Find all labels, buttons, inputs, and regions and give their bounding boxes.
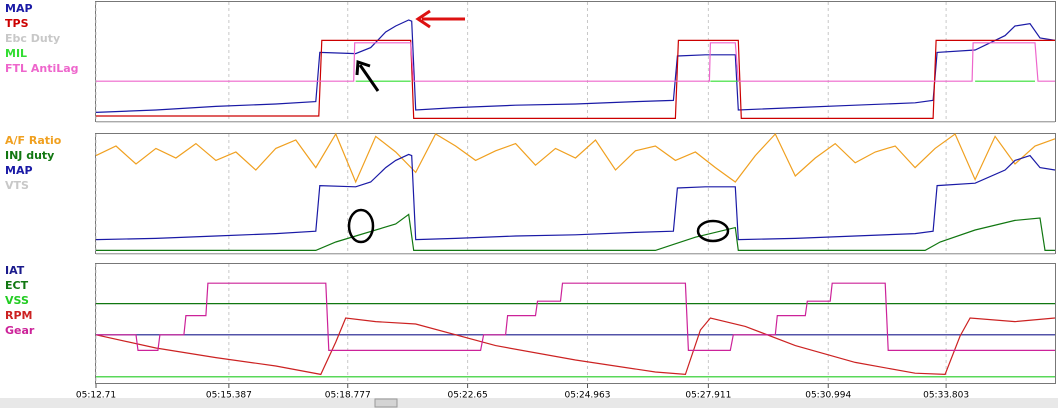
black-arrow bbox=[358, 64, 380, 92]
trace bbox=[96, 213, 1055, 251]
legend-entry: Gear bbox=[5, 324, 35, 337]
legend-entry: INJ duty bbox=[5, 149, 54, 162]
legend-entry: RPM bbox=[5, 309, 32, 322]
trace bbox=[96, 282, 1055, 351]
legend-entry: FTL AntiLag bbox=[5, 62, 79, 75]
legend-entry: VSS bbox=[5, 294, 29, 307]
legend-entry: Ebc Duty bbox=[5, 32, 60, 45]
trace bbox=[95, 317, 1056, 376]
x-tick-label: 05:33.803 bbox=[923, 391, 969, 401]
black-arrow-head bbox=[355, 59, 371, 76]
legend-entry: TPS bbox=[5, 17, 29, 30]
x-tick-label: 05:12.71 bbox=[76, 391, 116, 401]
annotations bbox=[347, 9, 730, 244]
x-tick-label: 05:30.994 bbox=[805, 391, 851, 401]
trace bbox=[95, 19, 1056, 113]
legend-entry: A/F Ratio bbox=[5, 134, 62, 147]
scroll-thumb[interactable] bbox=[374, 398, 398, 408]
trace bbox=[96, 42, 1055, 82]
x-tick-label: 05:15.387 bbox=[206, 391, 252, 401]
legend-entry: ECT bbox=[5, 279, 29, 292]
x-tick-label: 05:18.777 bbox=[325, 391, 371, 401]
legend-entry: MAP bbox=[5, 2, 33, 15]
x-tick-label: 05:27.911 bbox=[685, 391, 731, 401]
legend-entry: VTS bbox=[5, 179, 29, 192]
legend-entry: MAP bbox=[5, 164, 33, 177]
trace bbox=[95, 132, 1056, 184]
plots: MAP TPS Ebc Duty MIL FTL AntiLag A/F Ratio INJ… bbox=[5, 2, 1056, 401]
scrollbar[interactable] bbox=[0, 398, 1058, 408]
circle-mark bbox=[696, 219, 730, 243]
trace bbox=[96, 39, 1055, 119]
panel-frame bbox=[95, 263, 1056, 384]
trace bbox=[95, 153, 1056, 241]
legend-entry: MIL bbox=[5, 47, 27, 60]
circle-mark bbox=[347, 208, 375, 244]
x-tick-label: 05:22.65 bbox=[447, 391, 487, 401]
red-arrow-head bbox=[415, 9, 431, 29]
legend-entry: IAT bbox=[5, 264, 25, 277]
x-tick-label: 05:24.963 bbox=[564, 391, 610, 401]
